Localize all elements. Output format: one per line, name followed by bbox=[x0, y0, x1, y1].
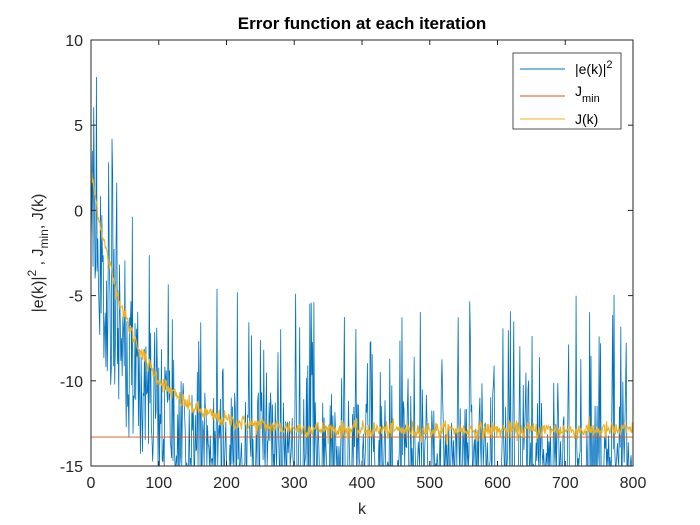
y-tick-label: 5 bbox=[74, 118, 83, 135]
x-tick-label: 100 bbox=[145, 475, 172, 492]
x-tick-label: 500 bbox=[416, 475, 443, 492]
legend-e-base: |e(k)| bbox=[575, 61, 606, 77]
x-tick-label: 600 bbox=[484, 475, 511, 492]
legend-jmin-sub: min bbox=[582, 93, 600, 105]
x-tick-label: 800 bbox=[620, 475, 647, 492]
x-tick-label: 300 bbox=[281, 475, 308, 492]
series-jk-line bbox=[90, 170, 634, 445]
y-tick-label: 0 bbox=[74, 203, 83, 220]
legend-label-e: |e(k)|2 bbox=[575, 59, 613, 77]
svg-text:|e(k)|2 , Jmin, J(k): |e(k)|2 , Jmin, J(k) bbox=[25, 194, 51, 313]
legend: |e(k)|2 Jmin J(k) bbox=[512, 52, 622, 130]
y-tick-label: -10 bbox=[60, 374, 83, 391]
y-tick-label: 10 bbox=[65, 33, 83, 50]
legend-label-jmin: Jmin bbox=[575, 83, 600, 105]
ticks-layer: 0 100 200 300 400 500 600 700 800 10 5 0 -5 -10 -15 bbox=[60, 33, 647, 492]
y-axis-label: |e(k)|2 , Jmin, J(k) bbox=[25, 194, 51, 313]
y-label-jmin-sub: min bbox=[37, 229, 51, 248]
legend-e-sup: 2 bbox=[606, 59, 612, 71]
legend-jmin-base: J bbox=[575, 83, 582, 99]
y-label-e-sup: 2 bbox=[25, 270, 39, 277]
x-tick-label: 0 bbox=[87, 475, 96, 492]
x-tick-label: 400 bbox=[349, 475, 376, 492]
chart-title: Error function at each iteration bbox=[238, 14, 486, 33]
legend-box bbox=[512, 52, 622, 130]
x-axis-label: k bbox=[358, 501, 367, 518]
y-label-sep1: , J bbox=[30, 248, 47, 269]
legend-label-jk: J(k) bbox=[575, 111, 598, 127]
y-tick-label: -5 bbox=[69, 289, 83, 306]
y-label-sep2: , J(k) bbox=[30, 194, 47, 230]
x-tick-label: 200 bbox=[213, 475, 240, 492]
x-tick-label: 700 bbox=[552, 475, 579, 492]
y-tick-label: -15 bbox=[60, 459, 83, 476]
y-label-e: |e(k)| bbox=[30, 277, 47, 313]
